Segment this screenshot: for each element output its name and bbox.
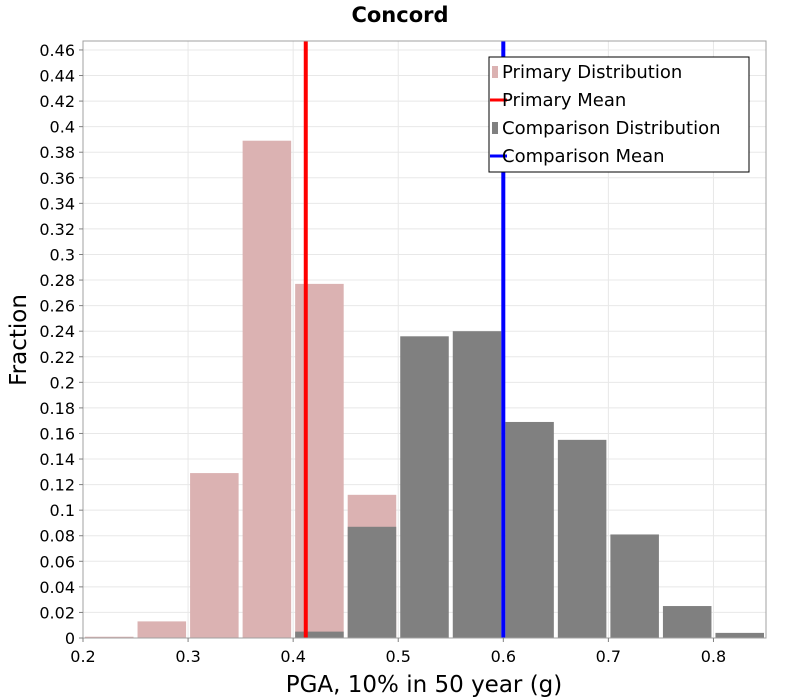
x-tick-label: 0.5 <box>386 647 411 666</box>
x-axis-ticks: 0.2 0.3 0.4 0.5 0.6 0.7 0.8 <box>70 638 726 666</box>
y-tick-label: 0.3 <box>50 245 75 264</box>
primary-bar <box>242 140 292 638</box>
comparison-bar <box>505 421 554 638</box>
y-tick-label: 0 <box>65 629 75 648</box>
y-tick-label: 0.24 <box>39 322 75 341</box>
comparison-bar <box>557 439 607 638</box>
y-tick-label: 0.16 <box>39 424 75 443</box>
y-tick-label: 0.06 <box>39 552 75 571</box>
y-tick-label: 0.02 <box>39 603 75 622</box>
comparison-bar <box>715 632 764 638</box>
primary-bar <box>137 621 187 638</box>
y-axis-ticks: 0 0.02 0.04 0.06 0.08 0.1 0.12 0.14 0.16 0.18 0.2 0… <box>39 41 83 648</box>
y-axis-label: Fraction <box>6 294 32 386</box>
x-axis-label: PGA, 10% in 50 year (g) <box>286 672 563 698</box>
legend-label: Primary Mean <box>502 90 626 111</box>
x-tick-label: 0.8 <box>701 647 726 666</box>
series-comparison-distribution <box>295 331 764 638</box>
comparison-bar <box>400 336 449 638</box>
legend-key-primary-distribution <box>492 66 498 78</box>
y-tick-label: 0.36 <box>39 169 75 188</box>
legend-label: Primary Distribution <box>502 62 682 83</box>
plot-frame <box>82 40 767 639</box>
x-tick-label: 0.6 <box>491 647 516 666</box>
y-tick-label: 0.04 <box>39 578 75 597</box>
primary-bar <box>85 636 134 638</box>
y-tick-label: 0.32 <box>39 220 75 239</box>
y-tick-label: 0.4 <box>50 118 75 137</box>
comparison-bar <box>452 331 502 638</box>
comparison-bar <box>295 631 344 638</box>
legend-box <box>488 56 750 173</box>
comparison-bar <box>662 606 712 638</box>
legend-label: Comparison Distribution <box>502 118 721 139</box>
comparison-bar <box>610 534 659 638</box>
y-tick-label: 0.12 <box>39 476 75 495</box>
chart-title: Concord <box>351 3 448 27</box>
y-tick-label: 0.22 <box>39 348 75 367</box>
y-tick-label: 0.18 <box>39 399 75 418</box>
y-tick-label: 0.38 <box>39 143 75 162</box>
y-tick-label: 0.08 <box>39 527 75 546</box>
y-tick-label: 0.34 <box>39 194 75 213</box>
y-tick-label: 0.26 <box>39 297 75 316</box>
x-tick-label: 0.2 <box>70 647 95 666</box>
primary-bar <box>295 283 344 638</box>
y-tick-label: 0.44 <box>39 67 75 86</box>
y-tick-label: 0.1 <box>50 501 75 520</box>
x-tick-label: 0.7 <box>596 647 621 666</box>
y-tick-label: 0.46 <box>39 41 75 60</box>
legend-label: Comparison Mean <box>502 146 665 167</box>
legend: Primary Distribution Primary Mean Comparis… <box>488 56 750 173</box>
comparison-bar <box>347 526 397 638</box>
legend-key-comparison-distribution <box>492 122 498 134</box>
y-tick-label: 0.14 <box>39 450 75 469</box>
primary-bar <box>190 473 239 638</box>
bars <box>85 140 764 638</box>
y-tick-label: 0.2 <box>50 373 75 392</box>
y-tick-label: 0.42 <box>39 92 75 111</box>
y-tick-label: 0.28 <box>39 271 75 290</box>
x-tick-label: 0.3 <box>175 647 200 666</box>
x-tick-label: 0.4 <box>280 647 305 666</box>
